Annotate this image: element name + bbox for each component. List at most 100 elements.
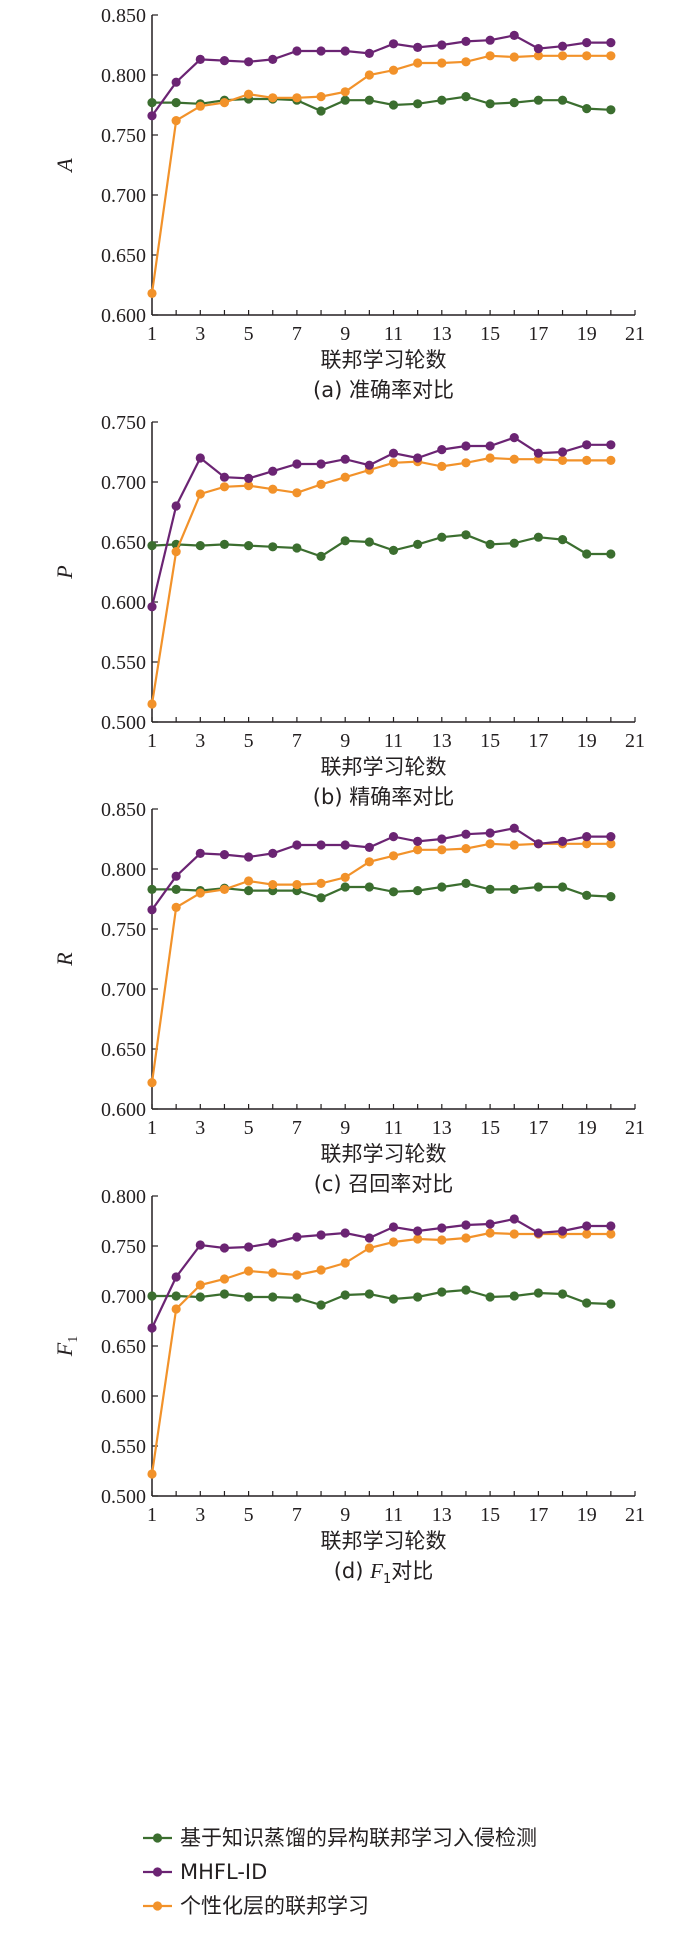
data-point [195,54,205,64]
data-point [364,1233,374,1243]
data-point [244,886,254,896]
data-point [606,51,616,61]
series-line-1 [150,436,611,608]
y-tick-label: 0.600 [101,592,146,614]
data-point [171,1272,181,1282]
data-point [316,893,326,903]
data-point [413,42,423,53]
data-point [364,48,374,59]
data-point [509,1291,519,1301]
y-tick-label: 0.600 [101,1386,146,1408]
series-line-2 [150,54,611,294]
data-point [413,539,423,550]
x-tick-label: 3 [195,730,205,752]
y-tick-label: 0.550 [101,652,146,674]
data-point [533,51,544,61]
legend-item: MHFL-ID [143,1860,267,1884]
data-point [219,1243,230,1253]
data-point [195,541,205,551]
data-point [147,288,157,298]
data-point [485,828,495,838]
data-point [219,539,230,550]
x-tick-label: 5 [244,730,254,752]
caption-text: (d) [334,1559,370,1583]
data-point [219,482,230,492]
caption-text: (b) 精确率对比 [313,785,454,809]
x-tick-label: 11 [384,1504,403,1526]
y-axis-label: P [52,565,77,579]
x-tick-label: 11 [384,730,403,752]
data-point [533,95,544,105]
series-line-1 [151,827,611,911]
x-tick-label: 17 [528,323,548,345]
data-point [364,460,374,470]
x-tick-label: 19 [577,1117,597,1139]
data-point [533,1228,544,1238]
data-point [268,54,278,64]
y-tick-label: 0.800 [101,65,146,87]
data-point [292,459,302,469]
y-tick-label: 0.600 [101,305,146,327]
data-point [557,1289,568,1299]
data-point [509,98,519,108]
data-point [388,448,399,458]
data-point [606,892,616,902]
caption: (d) F1对比 [334,1559,434,1587]
data-point [388,832,399,842]
data-point [557,535,568,545]
data-point [364,857,374,867]
data-point [340,454,350,464]
data-point [557,455,568,465]
y-tick-label: 0.750 [101,412,146,434]
data-point [509,884,519,895]
legend-item: 个性化层的联邦学习 [143,1894,369,1918]
data-point [485,1228,495,1238]
data-point [364,1289,374,1299]
data-point [244,1266,254,1276]
data-point [340,882,350,892]
data-point [461,92,471,102]
y-tick-label: 0.650 [101,245,146,267]
x-tick-label: 7 [292,1504,302,1526]
data-point [316,1300,326,1310]
data-point [461,829,471,839]
data-point [340,87,350,97]
data-point [582,890,592,901]
x-tick-label: 15 [480,323,500,345]
data-point [461,36,471,47]
data-point [437,461,447,471]
caption-text: (a) 准确率对比 [313,378,454,402]
x-tick-label: 15 [480,1117,500,1139]
data-point [582,51,592,61]
data-point [292,93,302,103]
y-tick-label: 0.750 [101,919,146,941]
data-point [413,1234,423,1244]
data-point [195,1240,205,1250]
data-point [413,1226,423,1236]
data-point [147,111,157,121]
data-point [461,441,471,451]
y-tick-label: 0.700 [101,1286,146,1308]
data-point [533,839,544,849]
data-point [244,876,254,886]
series-line-2 [150,456,611,705]
data-point [606,105,616,115]
data-point [147,602,157,612]
x-tick-label: 9 [340,730,350,752]
x-tick-label: 15 [480,1504,500,1526]
x-tick-label: 1 [147,323,157,345]
x-tick-label: 17 [528,1504,548,1526]
data-point [485,441,495,451]
data-point [485,1292,495,1302]
data-point [268,484,278,494]
x-tick-label: 17 [528,1117,548,1139]
data-point [268,93,278,103]
data-point [388,100,399,110]
data-point [582,832,592,842]
data-point [195,101,205,111]
data-point [557,1226,568,1236]
data-point [268,542,278,552]
data-point [316,92,326,102]
